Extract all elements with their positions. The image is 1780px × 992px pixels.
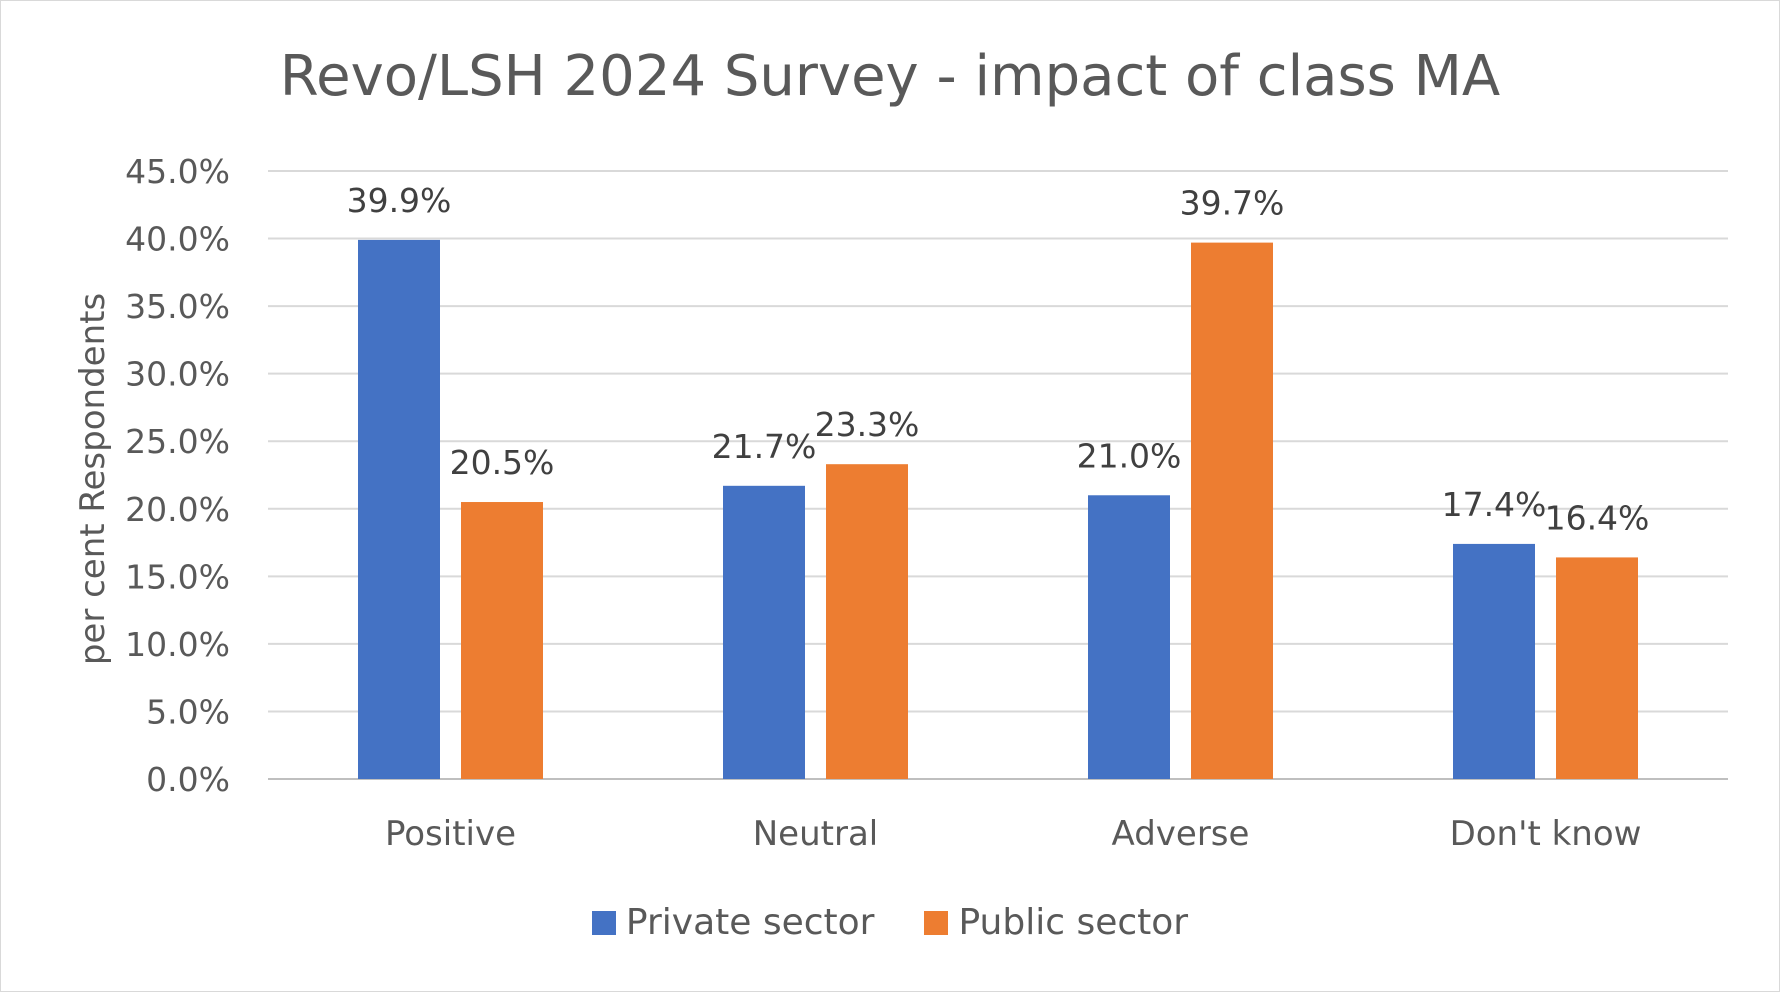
y-tick-label: 15.0% — [125, 557, 230, 596]
y-axis-label: per cent Respondents — [73, 293, 113, 665]
x-tick-label: Adverse — [1112, 814, 1250, 854]
data-label: 39.9% — [347, 181, 452, 220]
x-tick-label: Positive — [385, 814, 516, 854]
y-tick-label: 25.0% — [125, 422, 230, 461]
legend: Private sector Public sector — [0, 902, 1780, 943]
y-tick-label: 10.0% — [125, 625, 230, 664]
legend-label-private: Private sector — [625, 902, 875, 943]
bar — [1453, 543, 1535, 779]
data-label: 39.7% — [1180, 184, 1285, 223]
legend-swatch-public — [924, 910, 949, 935]
data-label: 16.4% — [1545, 498, 1650, 537]
y-tick-label: 35.0% — [125, 287, 230, 326]
y-tick-label: 30.0% — [125, 355, 230, 394]
legend-item-public: Public sector — [924, 902, 1188, 943]
legend-swatch-private — [591, 910, 616, 935]
bar — [1556, 557, 1638, 779]
data-label: 20.5% — [450, 443, 555, 482]
y-tick-label: 0.0% — [146, 760, 230, 799]
y-tick-label: 5.0% — [146, 692, 230, 731]
x-tick-label: Neutral — [753, 814, 879, 854]
data-label: 21.0% — [1077, 436, 1182, 475]
data-label: 17.4% — [1442, 485, 1547, 524]
chart-title: Revo/LSH 2024 Survey - impact of class M… — [279, 44, 1501, 109]
legend-item-private: Private sector — [591, 902, 875, 943]
x-tick-label: Don't know — [1450, 814, 1642, 854]
data-label: 23.3% — [815, 405, 920, 444]
data-label: 21.7% — [712, 427, 817, 466]
bar — [1191, 242, 1273, 779]
bar — [1088, 495, 1170, 779]
legend-label-public: Public sector — [958, 902, 1189, 943]
y-tick-label: 40.0% — [125, 220, 230, 259]
y-tick-label: 20.0% — [125, 490, 230, 529]
bar — [358, 239, 440, 779]
y-tick-label: 45.0% — [125, 152, 230, 191]
bar — [723, 485, 805, 779]
bar — [826, 464, 908, 779]
bar — [461, 502, 543, 779]
